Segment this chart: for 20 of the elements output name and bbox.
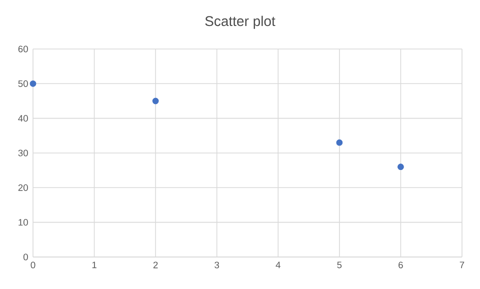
y-tick-label: 10 xyxy=(18,219,28,226)
x-tick-label: 2 xyxy=(153,262,158,268)
y-tick-label: 40 xyxy=(18,115,28,122)
y-tick-label: 50 xyxy=(18,80,28,87)
y-tick-label: 60 xyxy=(18,46,28,52)
point xyxy=(398,164,404,170)
x-tick-label: 6 xyxy=(398,262,403,268)
x-tick-label: 0 xyxy=(30,262,36,268)
y-tick-label: 20 xyxy=(18,184,28,191)
x-tick-label: 4 xyxy=(276,262,280,268)
point xyxy=(152,98,159,104)
chart-title: Scatter plot xyxy=(205,16,276,29)
y-tick-label: 30 xyxy=(18,150,28,156)
x-tick-label: 5 xyxy=(337,262,342,268)
point xyxy=(336,139,343,146)
y-tick-label: 0 xyxy=(23,254,28,260)
point xyxy=(30,80,36,87)
x-tick-label: 7 xyxy=(460,262,464,268)
x-tick-label: 3 xyxy=(214,262,220,268)
x-tick-label: 1 xyxy=(92,262,96,268)
